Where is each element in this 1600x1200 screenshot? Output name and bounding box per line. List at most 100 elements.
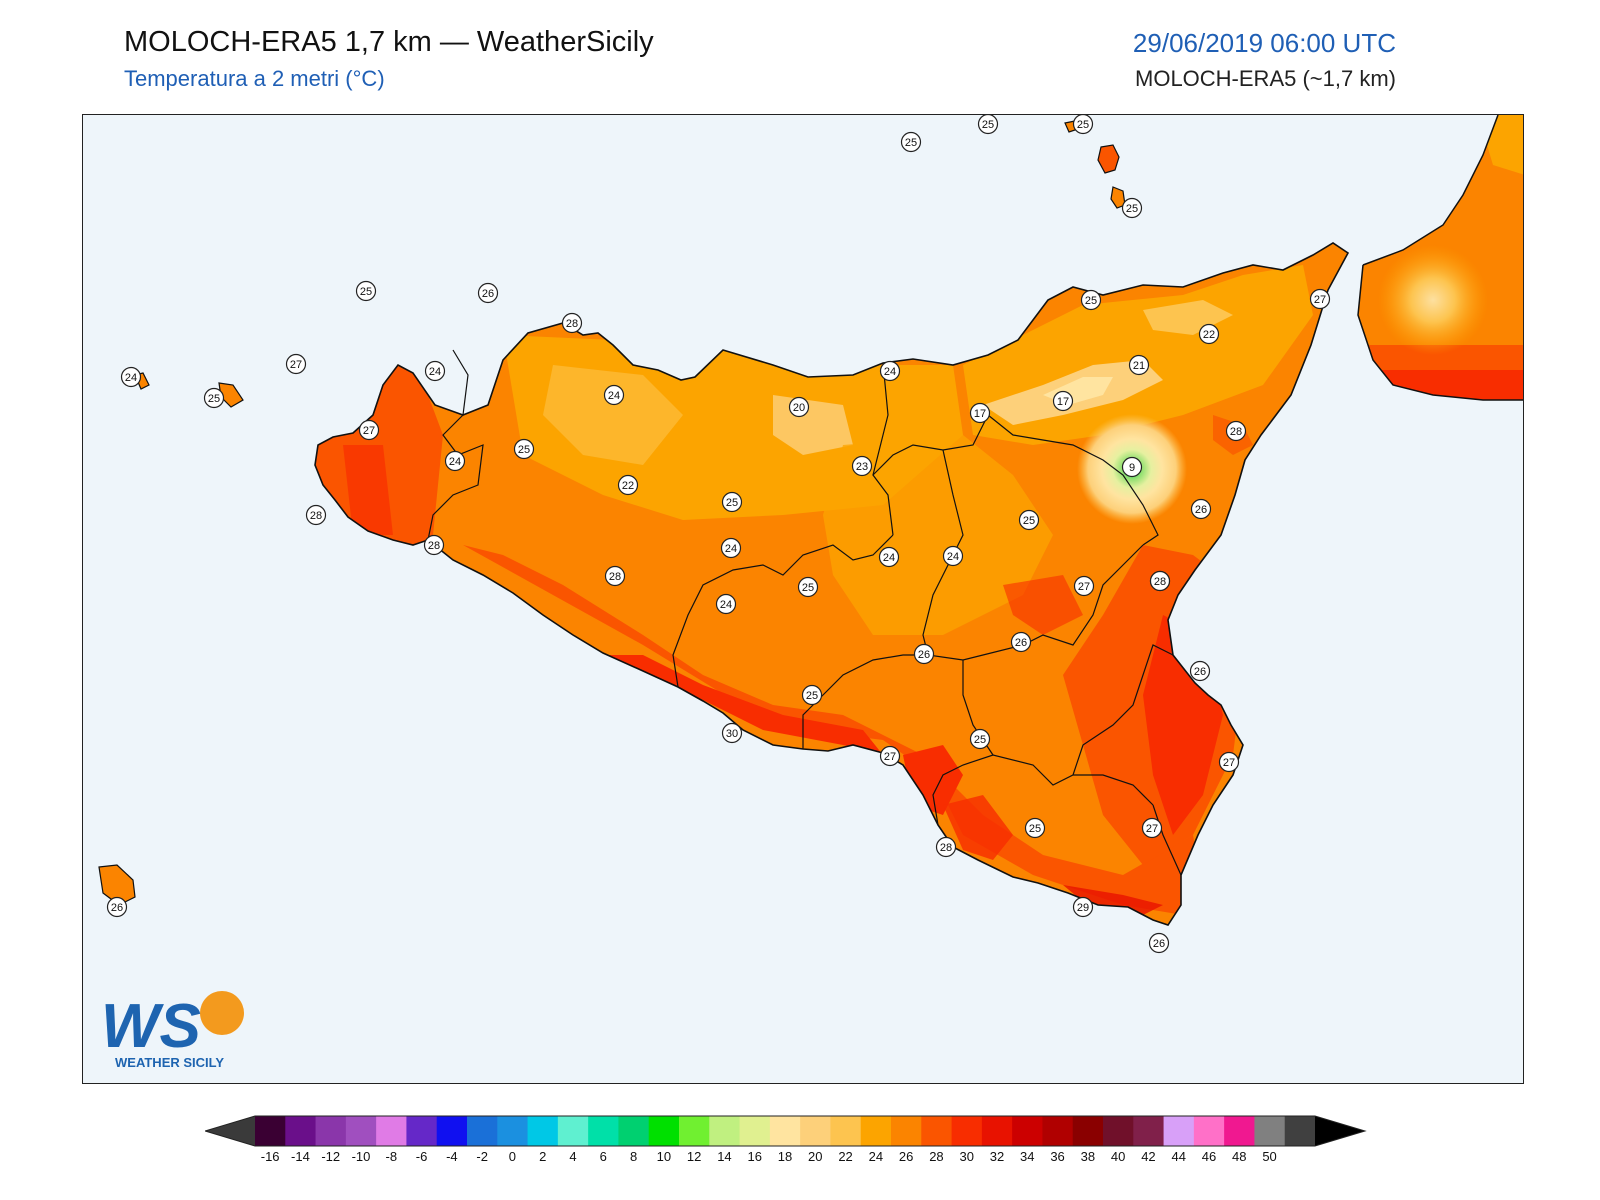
station-label: 9 (1121, 456, 1143, 478)
station-label: 25 (969, 728, 991, 750)
colorbar-tick-label: -2 (476, 1149, 488, 1164)
station-label: 27 (879, 745, 901, 767)
svg-text:24: 24 (429, 366, 441, 378)
svg-text:25: 25 (1085, 295, 1097, 307)
svg-text:24: 24 (720, 599, 732, 611)
colorbar-tick-label: 22 (838, 1149, 852, 1164)
forecast-datetime: 29/06/2019 06:00 UTC (1132, 28, 1396, 58)
colorbar-swatch (527, 1116, 559, 1146)
station-label: 25 (1072, 115, 1094, 135)
svg-text:25: 25 (518, 444, 530, 456)
colorbar-tick-label: 34 (1020, 1149, 1034, 1164)
svg-text:25: 25 (1077, 119, 1089, 131)
svg-text:WEATHER SICILY: WEATHER SICILY (115, 1055, 224, 1070)
colorbar-swatch (1012, 1116, 1043, 1146)
colorbar-under-arrow (205, 1116, 255, 1146)
station-label: 25 (1121, 197, 1143, 219)
station-label: 24 (878, 546, 900, 568)
station-label: 22 (617, 474, 639, 496)
colorbar-tick-label: 44 (1171, 1149, 1185, 1164)
svg-text:24: 24 (608, 390, 620, 402)
station-label: 27 (1073, 575, 1095, 597)
colorbar-tick-label: -6 (416, 1149, 428, 1164)
svg-text:27: 27 (1078, 581, 1090, 593)
colorbar-swatch (557, 1116, 589, 1146)
svg-text:28: 28 (1230, 426, 1242, 438)
sicily-temperature-field (315, 243, 1348, 925)
colorbar-swatch (255, 1116, 286, 1146)
svg-text:24: 24 (449, 456, 461, 468)
svg-text:20: 20 (793, 402, 805, 414)
station-label: 25 (1018, 509, 1040, 531)
colorbar-tick-label: 4 (569, 1149, 576, 1164)
colorbar-tick-label: 10 (657, 1149, 671, 1164)
svg-text:17: 17 (974, 408, 986, 420)
station-label: 26 (477, 282, 499, 304)
station-label: 25 (977, 115, 999, 135)
colorbar-swatch (1072, 1116, 1104, 1146)
svg-text:26: 26 (1015, 637, 1027, 649)
colorbar-tick-label: 42 (1141, 1149, 1155, 1164)
svg-text:25: 25 (1029, 823, 1041, 835)
colorbar-tick-label: 36 (1050, 1149, 1064, 1164)
colorbar-swatch (1193, 1116, 1225, 1146)
station-label: 26 (1190, 498, 1212, 520)
colorbar-swatch (981, 1116, 1013, 1146)
station-label: 30 (721, 722, 743, 744)
svg-text:29: 29 (1077, 902, 1089, 914)
colorbar-swatch (1284, 1116, 1316, 1146)
svg-text:26: 26 (918, 649, 930, 661)
sicily-coastline (314, 242, 1350, 926)
svg-text:26: 26 (1194, 666, 1206, 678)
station-label: 28 (1149, 570, 1171, 592)
svg-text:27: 27 (884, 751, 896, 763)
colorbar-tick-label: -8 (386, 1149, 398, 1164)
colorbar-swatch (648, 1116, 680, 1146)
station-label: 26 (106, 896, 128, 918)
station-label: 27 (1218, 751, 1240, 773)
colorbar-swatch (497, 1116, 529, 1146)
colorbar-tick-label: 6 (600, 1149, 607, 1164)
colorbar-tick-label: 20 (808, 1149, 822, 1164)
colorbar-tick-label: 32 (990, 1149, 1004, 1164)
colorbar-tick-label: 28 (929, 1149, 943, 1164)
colorbar-swatch (588, 1116, 619, 1146)
station-label: 25 (721, 491, 743, 513)
colorbar-tick-label: -14 (291, 1149, 310, 1164)
svg-text:28: 28 (310, 510, 322, 522)
svg-text:17: 17 (1057, 396, 1069, 408)
station-label: 25 (797, 576, 819, 598)
station-label: 26 (1148, 932, 1170, 954)
svg-text:24: 24 (884, 366, 896, 378)
colorbar-tick-label: 30 (959, 1149, 973, 1164)
colorbar-bar (205, 1115, 1367, 1147)
colorbar-swatch (1103, 1116, 1134, 1146)
svg-text:28: 28 (428, 540, 440, 552)
station-label: 28 (305, 504, 327, 526)
station-label: 29 (1072, 896, 1094, 918)
colorbar-tick-label: -16 (261, 1149, 280, 1164)
colorbar-swatch (315, 1116, 347, 1146)
svg-text:25: 25 (905, 137, 917, 149)
svg-text:9: 9 (1129, 462, 1135, 474)
colorbar-swatch (1254, 1116, 1286, 1146)
colorbar-tick-label: -4 (446, 1149, 458, 1164)
colorbar-tick-label: 26 (899, 1149, 913, 1164)
station-label: 28 (604, 565, 626, 587)
station-label: 24 (715, 593, 737, 615)
station-labels: 25 25 25 25 25 26 28 24 27 24 25 24 27 24 25 24 28 22 20 24… (106, 115, 1331, 954)
station-label: 27 (285, 353, 307, 375)
station-label: 24 (603, 384, 625, 406)
svg-text:24: 24 (883, 552, 895, 564)
colorbar-swatch (709, 1116, 741, 1146)
calabria-coastline (1357, 115, 1523, 401)
colorbar-swatch (830, 1116, 862, 1146)
colorbar-tick-label: 12 (687, 1149, 701, 1164)
station-label: 27 (358, 419, 380, 441)
svg-text:26: 26 (1153, 938, 1165, 950)
svg-text:28: 28 (609, 571, 621, 583)
temperature-map: 25 25 25 25 25 26 28 24 27 24 25 24 27 24 25 24 28 22 20 24… (82, 114, 1524, 1084)
station-label: 25 (900, 131, 922, 153)
colorbar-swatch (1163, 1116, 1195, 1146)
station-label: 28 (1225, 420, 1247, 442)
